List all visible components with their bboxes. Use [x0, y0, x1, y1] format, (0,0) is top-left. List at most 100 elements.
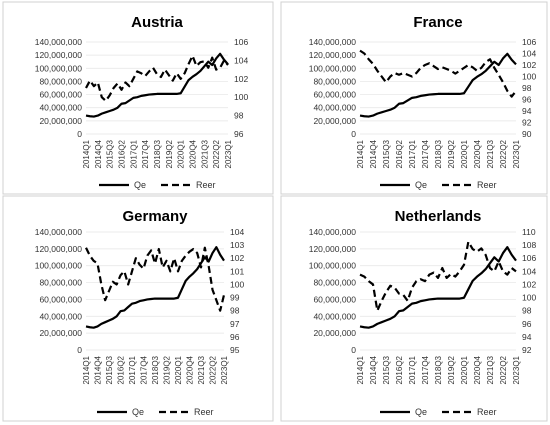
left-axis-tick-label: 40,000,000	[313, 311, 356, 321]
x-axis-tick-label: 2022Q2	[499, 355, 508, 384]
left-axis-tick-label: 0	[351, 129, 356, 139]
left-axis-tick-label: 20,000,000	[313, 328, 356, 338]
right-axis-tick-label: 90	[522, 129, 532, 139]
x-axis-tick-label: 2017Q1	[128, 355, 137, 384]
series-line-reer	[85, 246, 226, 312]
left-axis-tick-label: 20,000,000	[313, 116, 356, 126]
legend-label-reer: Reer	[477, 407, 497, 417]
x-axis-tick-label: 2021Q3	[197, 355, 206, 384]
x-axis-tick-label: 2018Q3	[434, 355, 443, 384]
series-line-reer	[85, 54, 229, 102]
x-axis-tick-label: 2023Q1	[220, 355, 229, 384]
panel-frame	[2, 195, 274, 422]
right-axis-tick-label: 102	[230, 253, 244, 263]
right-axis-tick-label: 94	[522, 106, 532, 116]
right-axis-tick-label: 102	[234, 74, 248, 84]
x-axis-tick-label: 2014Q4	[369, 355, 378, 384]
x-axis-tick-label: 2020Q1	[460, 139, 469, 168]
right-axis-tick-label: 104	[234, 55, 248, 65]
x-axis-tick-label: 2018Q3	[151, 355, 160, 384]
right-axis-tick-label: 98	[522, 83, 532, 93]
left-axis-tick-label: 60,000,000	[313, 294, 356, 304]
right-axis-tick-label: 92	[522, 345, 532, 355]
x-axis-tick-label: 2017Q1	[129, 139, 138, 168]
chart-panel-france: France 0 20,000,000 40,000,000 60,000,000 80,…	[280, 1, 548, 195]
left-axis-tick-label: 40,000,000	[313, 103, 356, 113]
right-axis-tick-label: 97	[230, 319, 240, 329]
legend-label-reer: Reer	[194, 407, 214, 417]
legend-label-qe: Qe	[415, 180, 427, 190]
series-line-reer	[359, 49, 517, 98]
x-axis-tick-label: 2020Q4	[189, 139, 198, 168]
left-axis-tick-label: 100,000,000	[35, 63, 83, 73]
right-axis-tick-label: 96	[522, 95, 532, 105]
x-axis-tick-label: 2019Q2	[447, 139, 456, 168]
left-axis-tick-label: 100,000,000	[309, 63, 357, 73]
left-axis-tick-label: 140,000,000	[35, 37, 83, 47]
x-axis-tick-label: 2017Q1	[408, 139, 417, 168]
chart-panel-austria: Austria 0 20,000,000 40,000,000 60,000,000 80…	[2, 1, 274, 195]
chart-title: Netherlands	[395, 208, 482, 225]
left-axis-tick-label: 120,000,000	[309, 244, 357, 254]
x-axis-tick-label: 2021Q3	[486, 355, 495, 384]
right-axis-tick-label: 102	[522, 60, 536, 70]
x-axis-tick-label: 2014Q4	[94, 139, 103, 168]
left-axis-tick-label: 60,000,000	[313, 90, 356, 100]
right-axis-tick-label: 99	[230, 293, 240, 303]
right-axis-tick-label: 110	[522, 227, 536, 237]
x-axis-tick-label: 2018Q3	[434, 139, 443, 168]
left-axis-tick-label: 140,000,000	[35, 227, 83, 237]
left-axis-tick-label: 140,000,000	[309, 227, 357, 237]
chart-title: Germany	[122, 208, 188, 225]
x-axis-tick-label: 2014Q1	[356, 139, 365, 168]
x-axis-tick-label: 2015Q3	[382, 139, 391, 168]
x-axis-tick-label: 2019Q2	[163, 355, 172, 384]
left-axis-tick-label: 100,000,000	[309, 261, 357, 271]
right-axis-tick-label: 98	[230, 306, 240, 316]
right-axis-tick-label: 100	[522, 293, 536, 303]
x-axis-tick-label: 2020Q1	[174, 355, 183, 384]
right-axis-tick-label: 106	[522, 253, 536, 263]
x-axis-tick-label: 2016Q2	[395, 355, 404, 384]
series-line-qe	[85, 52, 229, 118]
x-axis-tick-label: 2014Q4	[94, 355, 103, 384]
right-axis-tick-label: 106	[522, 37, 536, 47]
x-axis-tick-label: 2019Q2	[447, 355, 456, 384]
right-axis-tick-label: 92	[522, 118, 532, 128]
right-axis-tick-label: 108	[522, 240, 536, 250]
x-axis-tick-label: 2023Q1	[224, 139, 233, 168]
x-axis-tick-label: 2023Q1	[512, 355, 521, 384]
left-axis-tick-label: 60,000,000	[39, 90, 82, 100]
right-axis-tick-label: 98	[234, 111, 244, 121]
x-axis-tick-label: 2014Q1	[82, 139, 91, 168]
right-axis-tick-label: 106	[234, 37, 248, 47]
x-axis-tick-label: 2020Q4	[473, 139, 482, 168]
right-axis-tick-label: 100	[234, 92, 248, 102]
left-axis-tick-label: 140,000,000	[309, 37, 357, 47]
left-axis-tick-label: 120,000,000	[35, 50, 83, 60]
x-axis-tick-label: 2022Q2	[212, 139, 221, 168]
right-axis-tick-label: 102	[522, 279, 536, 289]
chart-panel-germany: Germany 0 20,000,000 40,000,000 60,000,000 80…	[2, 195, 274, 422]
x-axis-tick-label: 2020Q1	[177, 139, 186, 168]
right-axis-tick-label: 96	[522, 319, 532, 329]
legend-label-qe: Qe	[134, 180, 146, 190]
x-axis-tick-label: 2021Q3	[200, 139, 209, 168]
chart-title: Austria	[131, 14, 183, 31]
right-axis-tick-label: 94	[522, 332, 532, 342]
x-axis-tick-label: 2022Q2	[209, 355, 218, 384]
right-axis-tick-label: 103	[230, 240, 244, 250]
chart-title: France	[413, 14, 462, 31]
x-axis-tick-label: 2017Q4	[421, 355, 430, 384]
x-axis-tick-label: 2019Q2	[165, 139, 174, 168]
chart-panel-netherlands: Netherlands 0 20,000,000 40,000,000 60,000,0…	[280, 195, 548, 422]
x-axis-tick-label: 2016Q2	[118, 139, 127, 168]
left-axis-tick-label: 100,000,000	[35, 261, 83, 271]
x-axis-tick-label: 2016Q2	[117, 355, 126, 384]
x-axis-tick-label: 2017Q1	[408, 355, 417, 384]
series-line-qe	[359, 246, 517, 329]
right-axis-tick-label: 104	[522, 49, 536, 59]
series-line-qe	[359, 52, 517, 118]
right-axis-tick-label: 98	[522, 306, 532, 316]
